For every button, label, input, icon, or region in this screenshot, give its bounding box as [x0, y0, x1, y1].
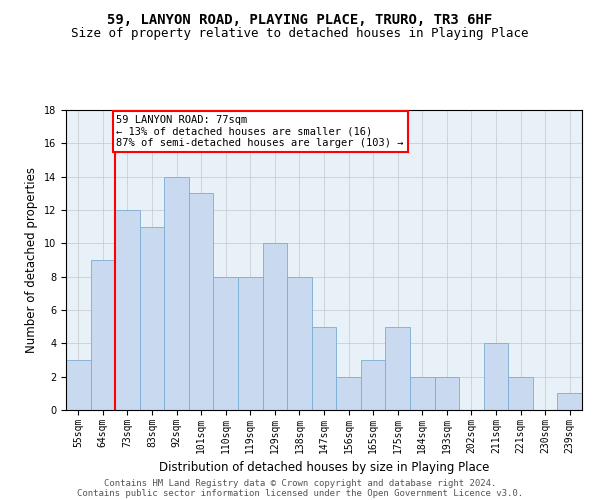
- Text: 59, LANYON ROAD, PLAYING PLACE, TRURO, TR3 6HF: 59, LANYON ROAD, PLAYING PLACE, TRURO, T…: [107, 12, 493, 26]
- Bar: [66, 360, 91, 410]
- Bar: [361, 360, 385, 410]
- Bar: [385, 326, 410, 410]
- Bar: [508, 376, 533, 410]
- Bar: [484, 344, 508, 410]
- Bar: [263, 244, 287, 410]
- Bar: [557, 394, 582, 410]
- Bar: [434, 376, 459, 410]
- Bar: [287, 276, 312, 410]
- Text: Size of property relative to detached houses in Playing Place: Size of property relative to detached ho…: [71, 28, 529, 40]
- Bar: [336, 376, 361, 410]
- Bar: [164, 176, 189, 410]
- Bar: [312, 326, 336, 410]
- Bar: [214, 276, 238, 410]
- Bar: [410, 376, 434, 410]
- Bar: [115, 210, 140, 410]
- Bar: [238, 276, 263, 410]
- Y-axis label: Number of detached properties: Number of detached properties: [25, 167, 38, 353]
- Text: 59 LANYON ROAD: 77sqm
← 13% of detached houses are smaller (16)
87% of semi-deta: 59 LANYON ROAD: 77sqm ← 13% of detached …: [116, 115, 404, 148]
- Bar: [91, 260, 115, 410]
- Text: Contains HM Land Registry data © Crown copyright and database right 2024.: Contains HM Land Registry data © Crown c…: [104, 478, 496, 488]
- Bar: [189, 194, 214, 410]
- Text: Contains public sector information licensed under the Open Government Licence v3: Contains public sector information licen…: [77, 488, 523, 498]
- X-axis label: Distribution of detached houses by size in Playing Place: Distribution of detached houses by size …: [159, 461, 489, 474]
- Bar: [140, 226, 164, 410]
